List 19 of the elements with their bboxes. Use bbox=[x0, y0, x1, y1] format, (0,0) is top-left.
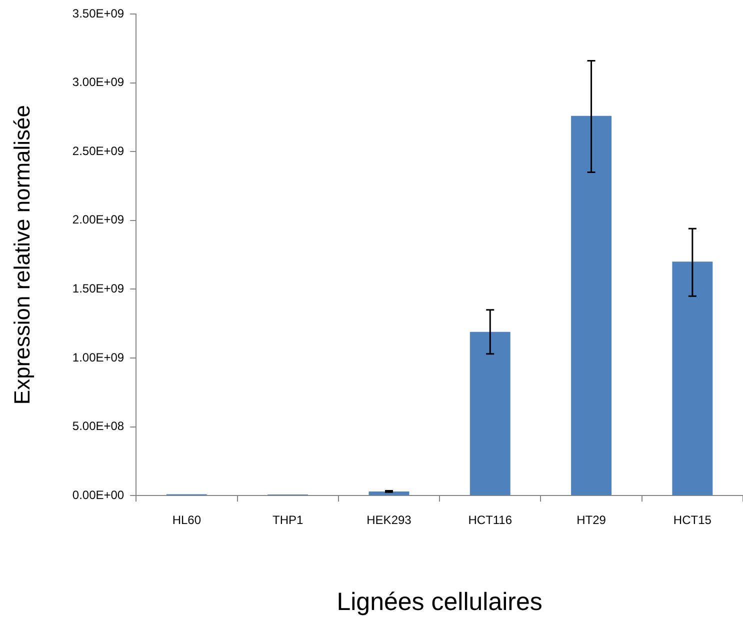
y-tick-label: 3.50E+09 bbox=[72, 6, 124, 20]
y-tick-label: 0.00E+00 bbox=[72, 488, 124, 502]
bar bbox=[571, 116, 612, 496]
x-tick-label: HT29 bbox=[576, 513, 606, 528]
y-tick-label: 5.00E+08 bbox=[72, 419, 124, 434]
x-tick-label: HEK293 bbox=[366, 513, 412, 528]
y-tick-label: 2.50E+09 bbox=[72, 144, 124, 158]
x-tick-label: HCT116 bbox=[468, 513, 512, 528]
x-tick-label: THP1 bbox=[272, 513, 304, 528]
x-tick-label: HCT15 bbox=[673, 513, 712, 528]
x-axis-title: Lignées cellulaires bbox=[336, 588, 542, 616]
y-tick-label: 1.50E+09 bbox=[72, 282, 124, 296]
y-axis-title: Expression relative normalisée bbox=[9, 105, 34, 405]
bar bbox=[672, 262, 713, 496]
x-tick-label: HL60 bbox=[172, 513, 202, 528]
y-tick-label: 3.00E+09 bbox=[72, 75, 124, 90]
y-tick-label: 1.00E+09 bbox=[72, 350, 124, 364]
bar bbox=[470, 332, 510, 496]
y-tick-label: 2.00E+09 bbox=[72, 212, 124, 227]
